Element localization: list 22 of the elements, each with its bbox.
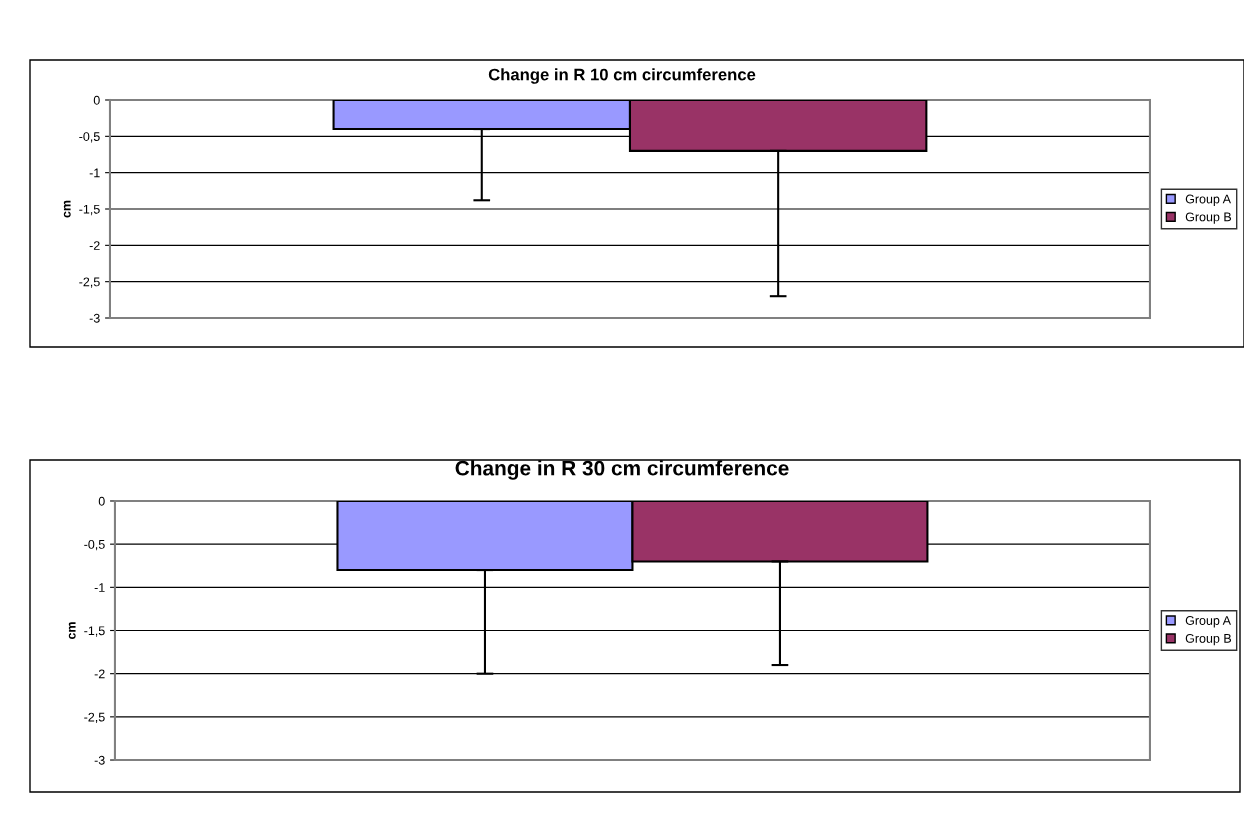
y-tick-label: -2 (89, 241, 100, 250)
y-tick-label: -1 (89, 168, 100, 178)
y-tick-label: 0 (93, 95, 100, 105)
chart-title: Change in R 30 cm circumference (455, 460, 789, 480)
y-tick-label: -2,5 (79, 277, 100, 288)
y-tick-label: 0 (98, 496, 105, 506)
legend-label: Group B (1185, 633, 1232, 646)
y-tick-label: -0,5 (79, 132, 100, 143)
y-tick-label: -1,5 (84, 626, 105, 637)
y-tick-label: -3 (89, 313, 100, 323)
y-tick-label: -3 (94, 755, 105, 765)
legend-label: Group A (1185, 194, 1231, 206)
y-tick-label: -0,5 (84, 539, 105, 551)
legend-label: Group A (1185, 616, 1231, 628)
chart-title: Change in R 10 cm circumference (488, 68, 756, 84)
y-tick-label: -1,5 (79, 204, 100, 216)
y-axis-title: cm (63, 200, 71, 218)
y-tick-label: -2,5 (84, 712, 105, 723)
y-tick-label: -2 (94, 669, 105, 679)
y-axis-title: cm (68, 622, 76, 640)
legend-label: Group B (1185, 212, 1232, 224)
y-tick-label: -1 (94, 583, 105, 592)
